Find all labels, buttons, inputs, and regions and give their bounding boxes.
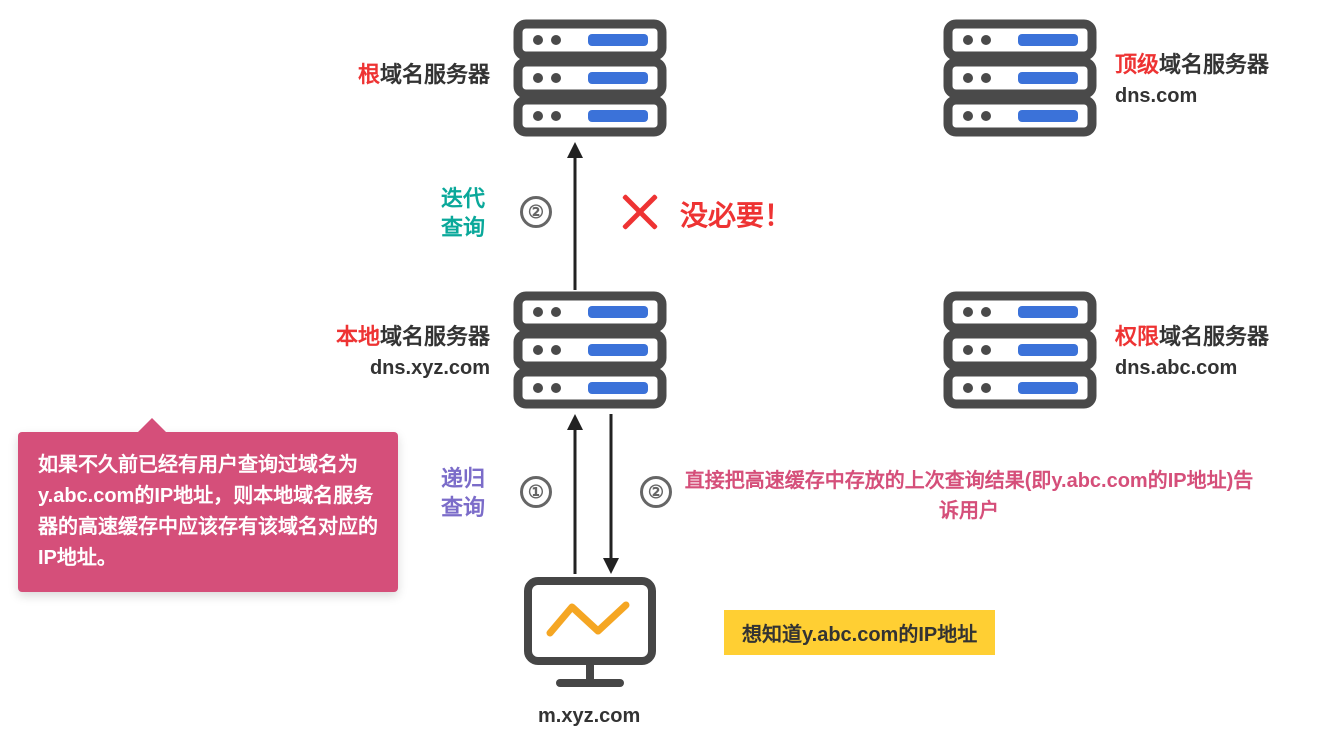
monitor-icon (520, 575, 660, 695)
cache-note: 直接把高速缓存中存放的上次查询结果(即y.abc.com的IP地址)告诉用户 (684, 466, 1254, 526)
local-dns-server (510, 290, 670, 415)
tld-sub: dns.com (1115, 81, 1315, 111)
arrow-local-to-root (560, 142, 590, 290)
arrow-client-to-local (560, 414, 590, 574)
client-host-label: m.xyz.com (538, 705, 640, 728)
local-rest: 域名服务器 (380, 324, 490, 349)
root-rest: 域名服务器 (380, 62, 490, 87)
no-need-label: 没必要！ (680, 194, 792, 234)
auth-dns-label: 权限域名服务器 dns.abc.com (1115, 320, 1315, 383)
server-icon (510, 290, 670, 410)
tld-hl: 顶级 (1115, 52, 1159, 77)
arrow-local-to-client (596, 414, 626, 574)
server-icon (940, 290, 1100, 410)
root-dns-label: 根域名服务器 (300, 58, 490, 91)
server-icon (510, 18, 670, 138)
local-hl: 本地 (336, 324, 380, 349)
cache-callout: 如果不久前已经有用户查询过域名为y.abc.com的IP地址，则本地域名服务器的… (18, 432, 398, 592)
tld-rest: 域名服务器 (1159, 52, 1269, 77)
auth-rest: 域名服务器 (1159, 324, 1269, 349)
step-2-reply-badge: ② (640, 476, 672, 508)
step-1-badge: ① (520, 476, 552, 508)
query-banner: 想知道y.abc.com的IP地址 (724, 610, 995, 655)
recursive-label: 递归 查询 (441, 465, 485, 522)
local-dns-label: 本地域名服务器 dns.xyz.com (290, 320, 490, 383)
tld-dns-label: 顶级域名服务器 dns.com (1115, 48, 1315, 111)
local-sub: dns.xyz.com (290, 353, 490, 383)
auth-dns-server (940, 290, 1100, 415)
step-2-iterative-badge: ② (520, 196, 552, 228)
x-mark-icon (620, 192, 660, 232)
client-computer (520, 575, 660, 700)
auth-sub: dns.abc.com (1115, 353, 1315, 383)
tld-dns-server (940, 18, 1100, 143)
root-hl: 根 (358, 62, 380, 87)
root-dns-server (510, 18, 670, 143)
auth-hl: 权限 (1115, 324, 1159, 349)
server-icon (940, 18, 1100, 138)
iterative-label: 迭代 查询 (441, 185, 485, 242)
